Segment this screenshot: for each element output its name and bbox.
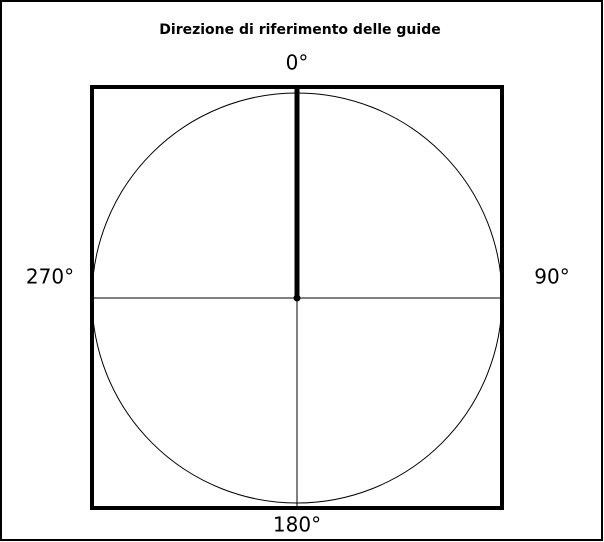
label-right: 90° [534,265,569,289]
label-left: 270° [26,265,74,289]
label-top: 0° [286,51,309,75]
center-dot [293,294,301,302]
title: Direzione di riferimento delle guide [159,22,440,38]
label-bottom: 180° [273,513,321,537]
